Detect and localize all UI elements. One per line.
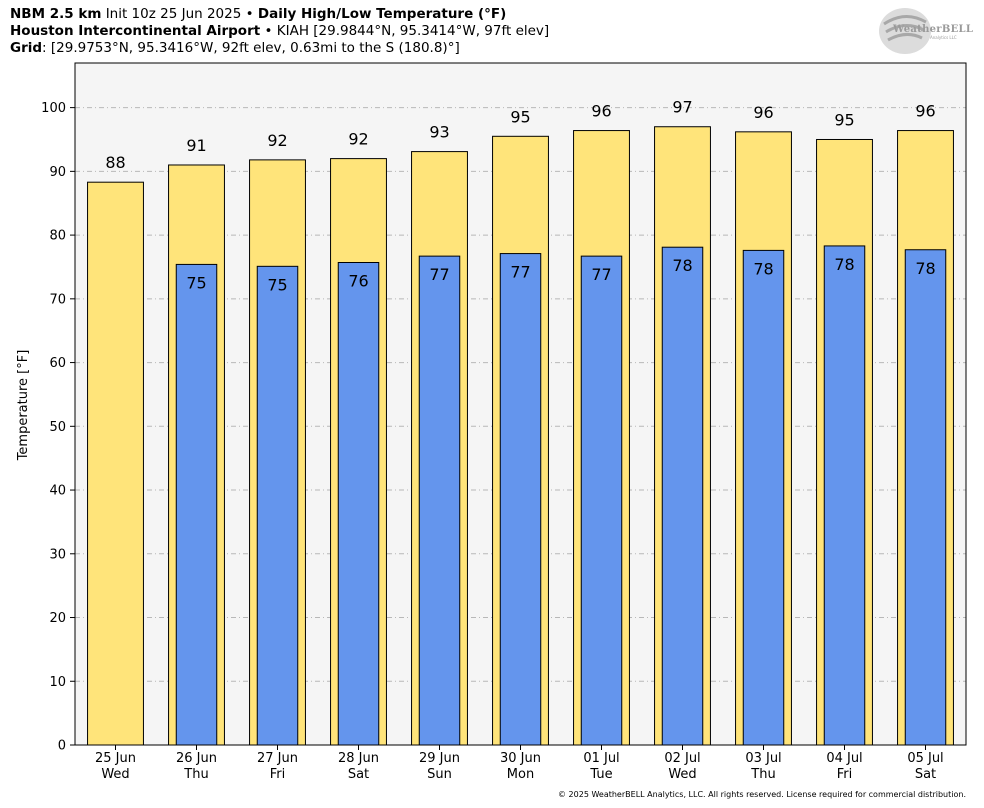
low-temp-label: 77 — [591, 265, 611, 284]
high-temp-label: 97 — [672, 98, 692, 117]
high-temp-bar — [87, 181, 144, 746]
y-tick-label: 60 — [49, 356, 66, 371]
low-temp-bar — [175, 263, 218, 746]
plot-frame — [74, 62, 967, 746]
y-tick-label: 90 — [49, 165, 66, 180]
high-temp-label: 88 — [105, 153, 125, 172]
high-temp-label: 96 — [753, 103, 773, 122]
y-tick-label: 40 — [49, 484, 66, 499]
low-temp-bar — [580, 255, 623, 746]
grid-info: : [29.9753°N, 95.3416°W, 92ft elev, 0.63… — [42, 40, 460, 56]
low-temp-bar — [661, 246, 704, 746]
y-tick-label: 30 — [49, 547, 66, 562]
weatherbell-logo-icon — [879, 8, 931, 54]
low-temp-label: 75 — [186, 273, 206, 292]
low-temp-label: 78 — [834, 255, 854, 274]
x-tick-date: 28 Jun — [338, 751, 379, 766]
x-tick-day: Wed — [101, 767, 129, 782]
x-tick-date: 04 Jul — [826, 751, 862, 766]
y-tick-label: 50 — [49, 420, 66, 435]
low-temp-label: 78 — [672, 256, 692, 275]
low-temp-label: 78 — [753, 259, 773, 278]
y-tick-label: 70 — [49, 292, 66, 307]
low-temp-bar — [823, 245, 866, 746]
x-tick-date: 29 Jun — [419, 751, 460, 766]
x-tick-date: 27 Jun — [257, 751, 298, 766]
header-line-2: Houston Intercontinental Airport • KIAH … — [10, 23, 549, 40]
high-temp-label: 96 — [915, 102, 935, 121]
low-temp-label: 77 — [429, 265, 449, 284]
x-tick-day: Sat — [915, 767, 936, 782]
header-line-3: Grid: [29.9753°N, 95.3416°W, 92ft elev, … — [10, 40, 549, 57]
y-tick-label: 100 — [41, 101, 66, 116]
grid-label: Grid — [10, 40, 43, 56]
logo-text: WeatherBELL — [893, 24, 974, 35]
low-temp-label: 77 — [510, 263, 530, 282]
x-tick-day: Thu — [183, 767, 208, 782]
low-temp-bar — [256, 265, 299, 746]
y-axis-label: Temperature [°F] — [16, 349, 31, 461]
low-temp-bar — [418, 255, 461, 746]
x-tick-date: 02 Jul — [664, 751, 700, 766]
x-tick-day: Fri — [270, 767, 286, 782]
x-tick-date: 03 Jul — [745, 751, 781, 766]
x-tick-date: 30 Jun — [500, 751, 541, 766]
high-temp-label: 95 — [510, 107, 530, 126]
high-temp-label: 93 — [429, 123, 449, 142]
low-temp-bar — [499, 253, 542, 746]
chart-header: NBM 2.5 km Init 10z 25 Jun 2025 • Daily … — [10, 6, 549, 57]
station-name: Houston Intercontinental Airport — [10, 23, 261, 39]
chart-title: Daily High/Low Temperature (°F) — [257, 6, 507, 22]
y-tick-label: 10 — [49, 675, 66, 690]
header-separator: • — [264, 23, 273, 39]
high-temp-label: 95 — [834, 110, 854, 129]
x-tick-day: Wed — [668, 767, 696, 782]
low-temp-bar — [904, 249, 947, 746]
high-temp-label: 92 — [348, 130, 368, 149]
high-temp-label: 96 — [591, 102, 611, 121]
x-tick-day: Tue — [589, 767, 612, 782]
high-temp-label: 91 — [186, 136, 206, 155]
x-tick-day: Fri — [837, 767, 853, 782]
x-tick-date: 05 Jul — [907, 751, 943, 766]
x-tick-day: Sun — [427, 767, 452, 782]
y-tick-label: 80 — [49, 229, 66, 244]
x-tick-date: 01 Jul — [583, 751, 619, 766]
y-tick-label: 0 — [58, 739, 66, 754]
low-temp-bar — [337, 262, 380, 746]
model-name: NBM 2.5 km — [10, 6, 102, 22]
x-tick-date: 25 Jun — [95, 751, 136, 766]
y-tick-label: 20 — [49, 611, 66, 626]
header-line-1: NBM 2.5 km Init 10z 25 Jun 2025 • Daily … — [10, 6, 549, 23]
logo-subtext: Analytics LLC — [930, 35, 957, 40]
x-tick-day: Mon — [507, 767, 534, 782]
x-tick-date: 26 Jun — [176, 751, 217, 766]
low-temp-label: 78 — [915, 259, 935, 278]
x-tick-day: Thu — [750, 767, 775, 782]
low-temp-label: 75 — [267, 275, 287, 294]
low-temp-label: 76 — [348, 272, 368, 291]
copyright-footer: © 2025 WeatherBELL Analytics, LLC. All r… — [558, 790, 966, 799]
high-temp-label: 92 — [267, 131, 287, 150]
station-info: KIAH [29.9844°N, 95.3414°W, 97ft elev] — [276, 23, 550, 39]
header-separator: • — [245, 6, 254, 22]
x-tick-day: Sat — [348, 767, 369, 782]
init-time: Init 10z 25 Jun 2025 — [105, 6, 242, 22]
low-temp-bar — [742, 249, 785, 746]
